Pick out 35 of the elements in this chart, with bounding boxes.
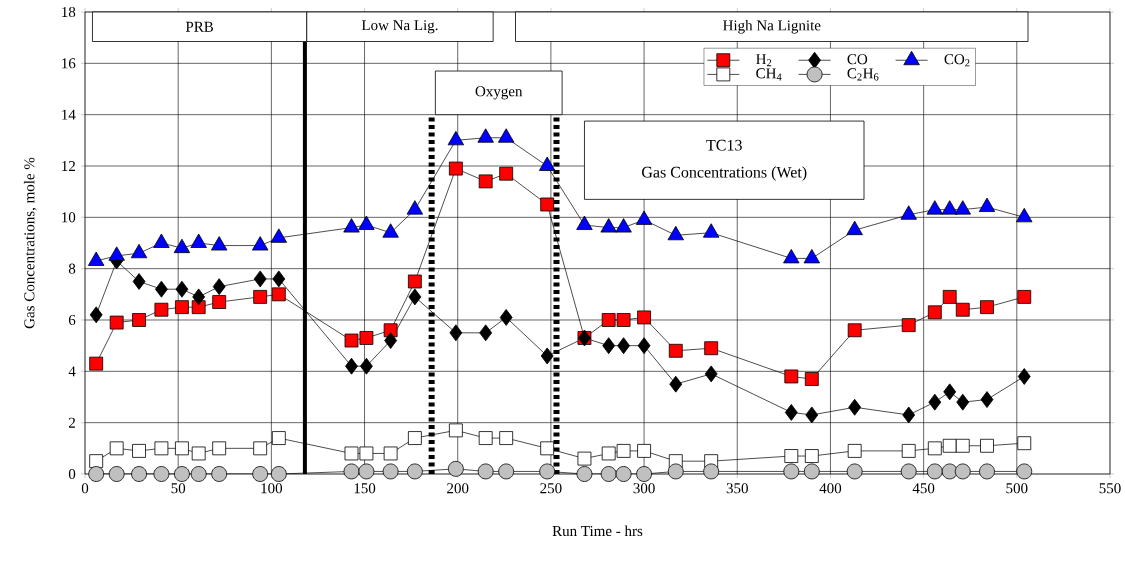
x-tick-label: 250 [540, 483, 562, 494]
y-axis-title: Gas Concentrations, mole % [23, 157, 37, 329]
annotation: TC13 [706, 139, 742, 151]
x-tick-label: 150 [354, 483, 376, 494]
y-tick-label: 14 [62, 109, 76, 120]
x-tick-label: 550 [1099, 483, 1121, 494]
x-axis-title: Run Time - hrs [552, 525, 643, 537]
x-tick-label: 350 [726, 483, 748, 494]
legend-label: CH$_{4}$ [756, 68, 782, 81]
legend-label: CO$_{2}$ [944, 54, 970, 67]
annotation: Low Na Lig. [361, 20, 438, 34]
legend-label: H$_{2}$ [756, 54, 772, 67]
y-tick-label: 18 [62, 6, 76, 18]
y-tick-label: 10 [62, 212, 76, 223]
annotation: High Na Lignite [723, 19, 821, 34]
y-tick-label: 16 [62, 58, 76, 69]
legend-label: CO [847, 54, 868, 65]
y-tick-label: 4 [68, 366, 76, 377]
y-tick-label: 6 [68, 314, 76, 326]
annotation: PRB [185, 21, 214, 32]
x-tick-label: 100 [261, 483, 283, 494]
y-tick-label: 0 [68, 468, 76, 480]
y-tick-label: 12 [62, 161, 75, 171]
x-tick-label: 500 [1006, 483, 1028, 494]
y-tick-label: 8 [68, 263, 76, 274]
x-tick-label: 50 [171, 483, 186, 494]
x-tick-label: 0 [81, 483, 89, 494]
annotation: Gas Concentrations (Wet) [642, 166, 807, 181]
annotation: Oxygen [475, 86, 523, 100]
y-tick-label: 2 [68, 417, 75, 428]
x-tick-label: 450 [912, 483, 935, 494]
x-tick-label: 300 [633, 483, 655, 494]
x-tick-label: 400 [819, 483, 842, 494]
legend-label: C$_{2}$H$_{6}$ [847, 68, 879, 81]
x-tick-label: 200 [447, 483, 469, 494]
